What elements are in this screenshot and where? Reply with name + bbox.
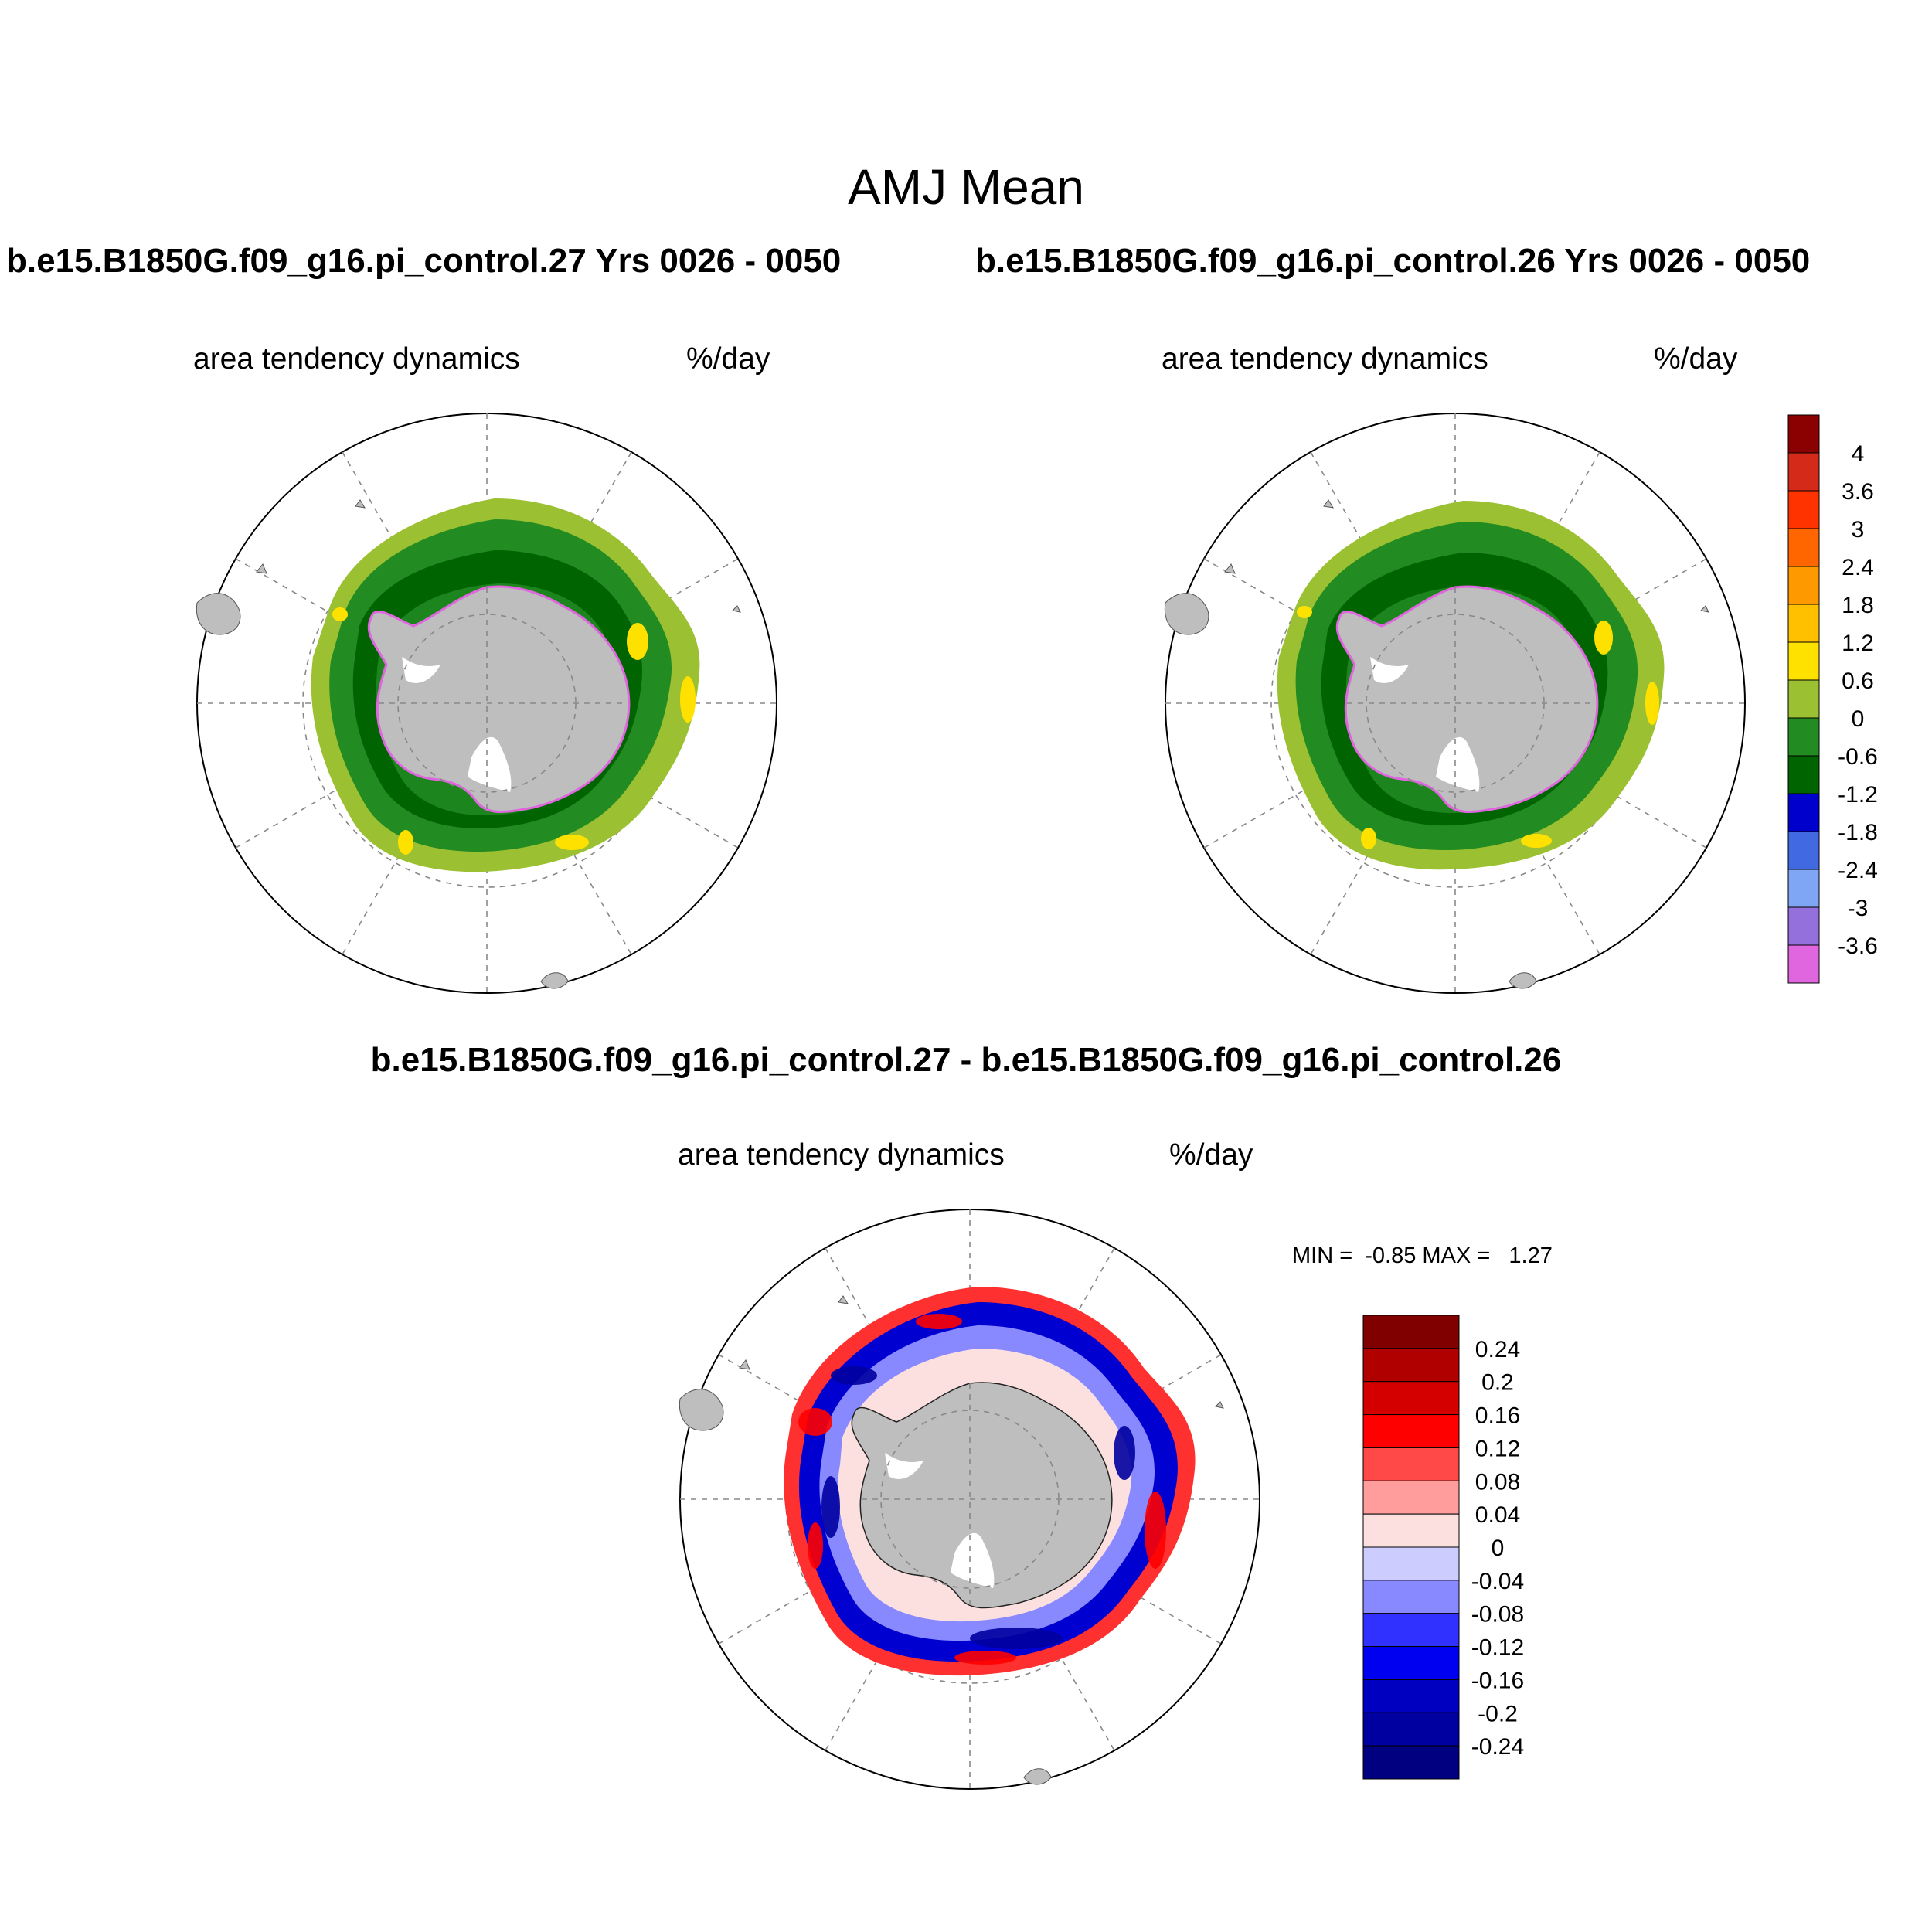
colorbar-diff-label: 0.16 — [1475, 1403, 1520, 1429]
panel1-units-label: %/day — [686, 342, 770, 376]
colorbar-top-label: 0 — [1852, 706, 1865, 732]
panel2-case-title: b.e15.B1850G.f09_g16.pi_control.26 Yrs 0… — [975, 242, 1811, 280]
colorbar-difference: 0.24 0.2 0.16 0.12 0.08 0.04 0 -0.04 -0.08 -0.12 -… — [1362, 1315, 1524, 1780]
colorbar-top-swatch — [1787, 528, 1820, 567]
colorbar-diff-swatch — [1362, 1745, 1460, 1780]
colorbar-diff-swatch — [1362, 1513, 1460, 1548]
colorbar-top-label: -3 — [1848, 896, 1869, 921]
colorbar-diff-swatch — [1362, 1679, 1460, 1713]
figure-title: AMJ Mean — [848, 159, 1084, 215]
colorbar-top-label: 2.4 — [1842, 555, 1874, 580]
colorbar-top-swatch — [1787, 755, 1820, 794]
colorbar-diff-label: 0.24 — [1475, 1337, 1520, 1362]
colorbar-diff-label: -0.04 — [1471, 1569, 1524, 1594]
polar-map-panel2 — [1164, 413, 1746, 994]
panel1-case-title: b.e15.B1850G.f09_g16.pi_control.27 Yrs 0… — [6, 242, 842, 280]
colorbar-diff-swatch — [1362, 1447, 1460, 1481]
colorbar-top-label: 1.2 — [1842, 631, 1874, 656]
colorbar-top-swatch — [1787, 906, 1820, 946]
colorbar-top-label: -1.2 — [1838, 782, 1878, 808]
colorbar-top-swatch — [1787, 793, 1820, 832]
diff-panel-title: b.e15.B1850G.f09_g16.pi_control.27 - b.e… — [370, 1041, 1562, 1079]
colorbar-top-label: 3 — [1852, 517, 1865, 543]
colorbar-top-swatch — [1787, 604, 1820, 643]
colorbar-diff-swatch — [1362, 1646, 1460, 1680]
colorbar-top-swatch — [1787, 717, 1820, 757]
panel1-variable-label: area tendency dynamics — [193, 342, 520, 376]
colorbar-diff-label: -0.12 — [1471, 1635, 1524, 1661]
colorbar-diff-swatch — [1362, 1613, 1460, 1648]
colorbar-top-swatch — [1787, 452, 1820, 492]
colorbar-top-label: -0.6 — [1838, 744, 1878, 770]
colorbar-diff-label: 0.12 — [1475, 1436, 1520, 1461]
colorbar-diff-swatch — [1362, 1480, 1460, 1515]
colorbar-top-label: -2.4 — [1838, 858, 1878, 883]
colorbar-top-swatch — [1787, 566, 1820, 605]
colorbar-diff-swatch — [1362, 1580, 1460, 1614]
colorbar-diff-label: 0.04 — [1475, 1502, 1520, 1528]
diff-variable-label: area tendency dynamics — [678, 1138, 1005, 1172]
colorbar-top-swatch — [1787, 414, 1820, 454]
colorbar-diff-swatch — [1362, 1414, 1460, 1448]
colorbar-top-label: 1.8 — [1842, 593, 1874, 618]
polar-map-difference — [679, 1209, 1260, 1790]
colorbar-diff-label: -0.16 — [1471, 1668, 1524, 1693]
colorbar-diff-label: 0.2 — [1481, 1370, 1514, 1396]
colorbar-top-label: -1.8 — [1838, 820, 1878, 845]
diff-minmax-label: MIN = -0.85 MAX = 1.27 — [1292, 1243, 1553, 1268]
colorbar-top: 4 3.6 3 2.4 1.8 1.2 0.6 0 -0.6 -1.2 -1.8 -2.4 -3 -3.6 — [1787, 414, 1878, 984]
colorbar-diff-label: -0.2 — [1478, 1701, 1518, 1726]
colorbar-top-label: 0.6 — [1842, 668, 1874, 694]
colorbar-top-label: 4 — [1852, 441, 1865, 467]
colorbar-top-swatch — [1787, 831, 1820, 870]
colorbar-top-swatch — [1787, 641, 1820, 681]
colorbar-top-swatch — [1787, 869, 1820, 908]
colorbar-diff-swatch — [1362, 1546, 1460, 1581]
colorbar-top-swatch — [1787, 944, 1820, 984]
colorbar-diff-label: 0.08 — [1475, 1469, 1520, 1495]
colorbar-diff-label: -0.24 — [1471, 1734, 1524, 1760]
colorbar-diff-swatch — [1362, 1381, 1460, 1416]
colorbar-diff-label: -0.08 — [1471, 1602, 1524, 1628]
colorbar-diff-swatch — [1362, 1315, 1460, 1349]
colorbar-top-label: -3.6 — [1838, 934, 1878, 959]
colorbar-top-label: 3.6 — [1842, 479, 1874, 505]
colorbar-diff-swatch — [1362, 1712, 1460, 1747]
polar-map-panel1 — [196, 413, 777, 994]
colorbar-top-swatch — [1787, 679, 1820, 719]
panel2-units-label: %/day — [1654, 342, 1738, 376]
colorbar-diff-swatch — [1362, 1348, 1460, 1383]
panel2-variable-label: area tendency dynamics — [1162, 342, 1488, 376]
colorbar-diff-label: 0 — [1492, 1536, 1505, 1561]
diff-units-label: %/day — [1169, 1138, 1253, 1172]
colorbar-top-swatch — [1787, 490, 1820, 529]
